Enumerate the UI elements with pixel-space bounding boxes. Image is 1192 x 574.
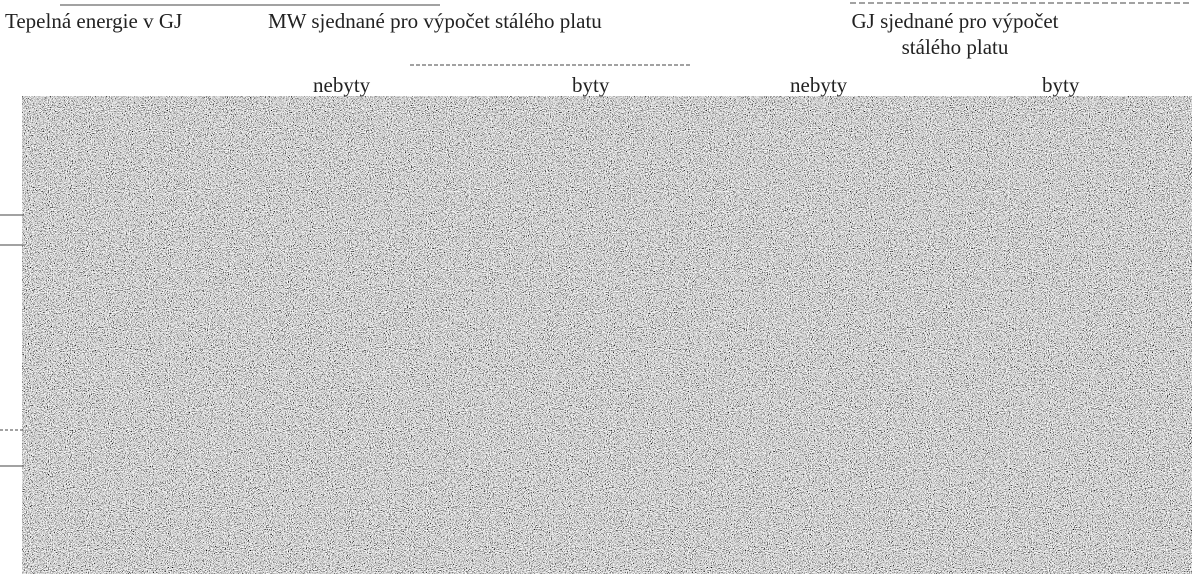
column-header: MW sjednané pro výpočet stálého platu [268,9,602,33]
column-header: Tepelná energie v GJ [5,9,183,33]
subcolumn-header: nebyty [790,73,848,97]
subcolumn-header: nebyty [313,73,371,97]
column-header: GJ sjednané pro výpočet stálého platu [851,9,1059,59]
scan-noise [22,96,1192,574]
subcolumn-header: byty [572,73,610,97]
rule-lines [0,2,1192,467]
subcolumn-header: byty [1042,73,1080,97]
